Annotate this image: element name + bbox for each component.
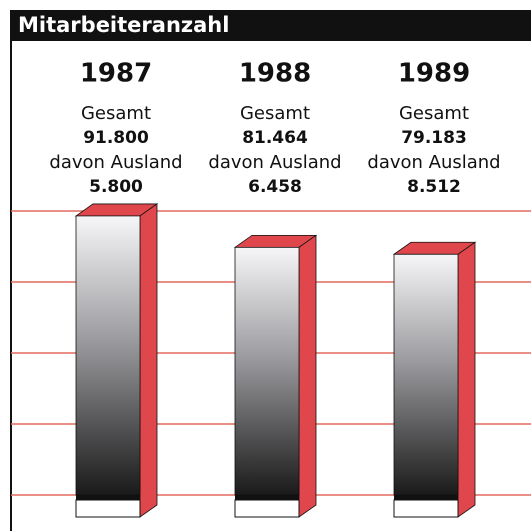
series-name: Gesamt: [399, 103, 469, 124]
chart-title: Mitarbeiteranzahl: [18, 13, 229, 37]
bar-side: [298, 234, 317, 518]
bar-side: [139, 203, 158, 518]
value-label: 8.512: [407, 177, 461, 197]
bar: [75, 215, 141, 496]
bar-base-band: [394, 495, 458, 500]
bar-base-band: [235, 495, 299, 500]
value-label: 81.464: [242, 128, 308, 148]
category-label: 1989: [398, 59, 470, 89]
category-label: 1987: [80, 59, 152, 89]
series-name: Gesamt: [240, 103, 310, 124]
bar: [234, 246, 300, 496]
series-name: davon Ausland: [49, 152, 182, 173]
category-label: 1988: [239, 59, 311, 89]
value-label: 6.458: [248, 177, 302, 197]
value-label: 91.800: [83, 128, 149, 148]
bar-side: [457, 241, 476, 518]
value-label: 5.800: [89, 177, 143, 197]
bar-base: [234, 499, 300, 518]
series-name: Gesamt: [81, 103, 151, 124]
bar: [393, 253, 459, 496]
value-label: 79.183: [401, 128, 467, 148]
bar-base: [393, 499, 459, 518]
bar-base: [75, 499, 141, 518]
series-name: davon Ausland: [367, 152, 500, 173]
series-name: davon Ausland: [208, 152, 341, 173]
title-bar: [10, 10, 531, 41]
bar-base-band: [76, 495, 140, 500]
